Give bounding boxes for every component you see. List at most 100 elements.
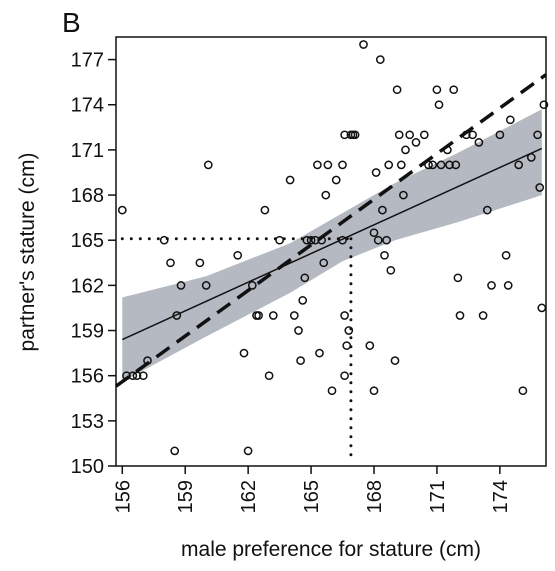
data-point: [495, 130, 505, 140]
x-tick-label: 159: [175, 480, 197, 513]
data-point: [201, 281, 211, 290]
data-point: [537, 303, 547, 313]
data-point: [434, 100, 444, 110]
data-point: [166, 258, 175, 268]
data-point: [128, 371, 138, 381]
data-point: [380, 250, 389, 260]
lines-layer: [114, 73, 548, 388]
data-point: [254, 311, 263, 320]
data-point: [260, 205, 270, 215]
data-point: [386, 265, 396, 275]
data-point: [461, 130, 471, 140]
data-point: [302, 235, 312, 245]
x-tick-label: 156: [112, 480, 134, 513]
data-point: [170, 446, 180, 456]
data-point: [474, 138, 484, 147]
data-point: [294, 326, 303, 335]
data-point: [533, 130, 542, 140]
data-point: [331, 175, 341, 185]
data-point: [401, 145, 410, 155]
data-point: [487, 281, 496, 290]
dashed-line: [114, 73, 548, 388]
data-point: [390, 356, 400, 365]
data-point: [176, 281, 186, 290]
data-point: [371, 168, 381, 177]
data-point: [514, 160, 524, 170]
data-point: [455, 311, 465, 320]
data-point: [518, 386, 528, 396]
data-point: [132, 371, 142, 381]
x-tick-label: 162: [238, 480, 260, 513]
data-point: [143, 356, 152, 365]
reference-lines-layer: [120, 237, 353, 465]
y-axis-title: partner's stature (cm): [16, 153, 39, 352]
data-point: [443, 145, 452, 155]
data-point: [369, 228, 379, 238]
y-tick-label: 153: [71, 411, 104, 433]
data-point: [373, 235, 383, 245]
data-point: [117, 205, 127, 215]
data-point: [526, 153, 536, 162]
data-point: [359, 40, 368, 49]
data-point: [453, 273, 463, 283]
data-point: [411, 138, 421, 147]
data-point: [247, 281, 257, 290]
data-point: [396, 160, 406, 170]
confidence-band: [122, 109, 542, 382]
data-point: [340, 371, 349, 381]
axes-layer: 156 159 162 165 168 171 174 150 153 156 159 162 165 1…: [71, 50, 512, 514]
data-point: [365, 341, 375, 350]
data-point: [310, 235, 320, 245]
data-point: [539, 100, 549, 110]
panel-label: B: [62, 7, 81, 38]
data-point: [323, 160, 333, 170]
x-tick-label: 168: [364, 480, 386, 513]
data-point: [172, 311, 182, 320]
data-point: [369, 386, 379, 396]
y-tick-label: 150: [71, 456, 104, 478]
data-point: [243, 446, 253, 456]
data-point: [535, 183, 545, 192]
data-point: [327, 386, 337, 396]
y-tick-label: 162: [71, 275, 104, 297]
data-point: [122, 371, 131, 381]
data-point: [478, 311, 488, 320]
points-layer: [117, 40, 549, 456]
data-point: [306, 235, 316, 245]
data-point: [319, 258, 329, 268]
data-point: [505, 115, 515, 125]
data-point: [285, 175, 295, 185]
data-point: [350, 130, 360, 140]
data-point: [424, 160, 433, 170]
plot-frame: [115, 36, 547, 467]
data-point: [315, 348, 324, 358]
data-point: [268, 311, 278, 320]
data-point: [296, 356, 305, 365]
data-point: [239, 348, 249, 358]
data-point: [405, 130, 415, 140]
data-point: [138, 371, 148, 381]
y-tick-label: 156: [71, 366, 104, 388]
data-point: [503, 281, 513, 290]
data-point: [468, 130, 477, 140]
data-point: [298, 296, 308, 305]
data-point: [428, 160, 438, 170]
data-point: [195, 258, 205, 268]
data-point: [419, 130, 429, 140]
data-point: [451, 160, 461, 170]
data-point: [338, 160, 347, 170]
data-point: [317, 235, 326, 245]
data-point: [313, 160, 322, 170]
x-tick-label: 171: [427, 480, 449, 513]
fitted-regression-line: [121, 147, 543, 341]
data-point: [275, 235, 284, 245]
data-point: [342, 341, 352, 350]
data-point: [384, 160, 394, 170]
y-tick-label: 165: [71, 230, 104, 252]
data-point: [340, 311, 349, 320]
x-tick-label: 165: [301, 480, 323, 513]
y-tick-label: 174: [71, 95, 104, 117]
data-point: [436, 160, 446, 170]
